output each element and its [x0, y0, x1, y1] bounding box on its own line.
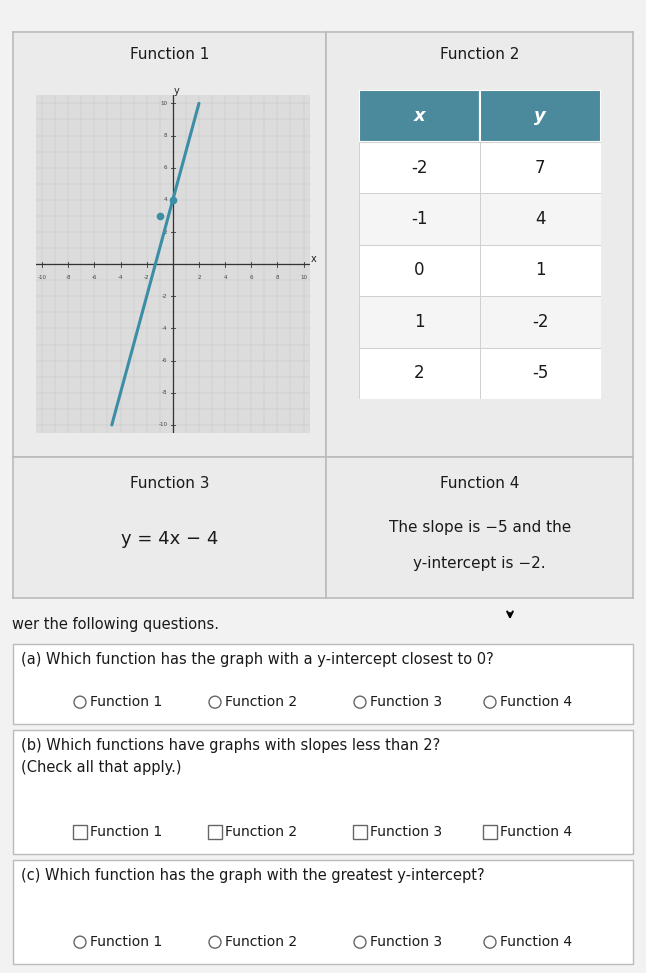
Text: Function 3: Function 3 — [370, 695, 442, 709]
Text: y: y — [174, 86, 180, 95]
Text: x: x — [311, 254, 317, 265]
Bar — [353, 825, 367, 839]
Text: Function 4: Function 4 — [440, 476, 519, 490]
Text: x: x — [413, 107, 425, 126]
Text: Function 4: Function 4 — [500, 825, 572, 839]
Text: Function 2: Function 2 — [225, 825, 297, 839]
Bar — [359, 142, 480, 194]
Bar — [480, 90, 601, 142]
Text: Function 1: Function 1 — [90, 825, 162, 839]
Text: -2: -2 — [411, 159, 428, 176]
Text: 8: 8 — [164, 133, 167, 138]
Text: -4: -4 — [162, 326, 167, 331]
Text: 4: 4 — [224, 275, 227, 280]
Text: (c) Which function has the graph with the greatest y-intercept?: (c) Which function has the graph with th… — [21, 868, 484, 883]
Bar — [13, 730, 633, 854]
Text: 10: 10 — [300, 275, 307, 280]
Text: (Check all that apply.): (Check all that apply.) — [21, 760, 182, 775]
Bar — [480, 296, 601, 347]
Text: Function 2: Function 2 — [225, 695, 297, 709]
Text: Function 3: Function 3 — [370, 935, 442, 950]
Bar — [483, 825, 497, 839]
Text: y = 4x − 4: y = 4x − 4 — [121, 530, 218, 548]
Text: -1: -1 — [411, 210, 428, 228]
Text: -4: -4 — [118, 275, 123, 280]
Text: -6: -6 — [92, 275, 97, 280]
Text: -8: -8 — [65, 275, 71, 280]
Text: -5: -5 — [532, 364, 548, 382]
Text: 4: 4 — [164, 198, 167, 202]
Text: The slope is −5 and the: The slope is −5 and the — [388, 521, 571, 535]
Text: Function 4: Function 4 — [500, 935, 572, 950]
Text: Function 4: Function 4 — [500, 695, 572, 709]
Bar — [359, 90, 480, 142]
Text: (b) Which functions have graphs with slopes less than 2?: (b) Which functions have graphs with slo… — [21, 739, 440, 753]
Text: Function 2: Function 2 — [225, 935, 297, 950]
Text: -2: -2 — [532, 313, 548, 331]
Text: Function 1: Function 1 — [130, 47, 209, 62]
Text: Function 2: Function 2 — [440, 47, 519, 62]
Text: 6: 6 — [164, 165, 167, 170]
Bar — [13, 644, 633, 724]
Text: Function 1: Function 1 — [90, 695, 162, 709]
Bar — [73, 825, 87, 839]
Text: y-intercept is −2.: y-intercept is −2. — [413, 556, 546, 570]
Text: 8: 8 — [276, 275, 279, 280]
Text: -8: -8 — [162, 390, 167, 395]
Text: Function 3: Function 3 — [370, 825, 442, 839]
Text: 10: 10 — [161, 101, 167, 106]
Bar — [359, 244, 480, 296]
Text: 1: 1 — [414, 313, 424, 331]
Text: -6: -6 — [162, 358, 167, 363]
Text: 1: 1 — [535, 262, 545, 279]
Text: y: y — [534, 107, 546, 126]
Bar — [480, 142, 601, 194]
Text: -2: -2 — [162, 294, 167, 299]
Text: -10: -10 — [158, 422, 167, 427]
Text: 0: 0 — [414, 262, 424, 279]
Text: 2: 2 — [197, 275, 201, 280]
Bar — [13, 860, 633, 964]
Text: -2: -2 — [144, 275, 149, 280]
Text: (a) Which function has the graph with a y-intercept closest to 0?: (a) Which function has the graph with a … — [21, 652, 494, 667]
Text: Function 3: Function 3 — [130, 476, 209, 490]
Bar — [359, 194, 480, 244]
Text: 6: 6 — [249, 275, 253, 280]
Text: 7: 7 — [535, 159, 545, 176]
Text: 2: 2 — [414, 364, 424, 382]
Text: 2: 2 — [164, 230, 167, 234]
Bar — [480, 244, 601, 296]
Text: -10: -10 — [37, 275, 47, 280]
Text: 4: 4 — [535, 210, 545, 228]
Text: wer the following questions.: wer the following questions. — [12, 617, 219, 631]
Bar — [480, 194, 601, 244]
Bar — [359, 347, 480, 399]
Text: Function 1: Function 1 — [90, 935, 162, 950]
Bar — [480, 347, 601, 399]
Bar — [359, 296, 480, 347]
Bar — [208, 825, 222, 839]
